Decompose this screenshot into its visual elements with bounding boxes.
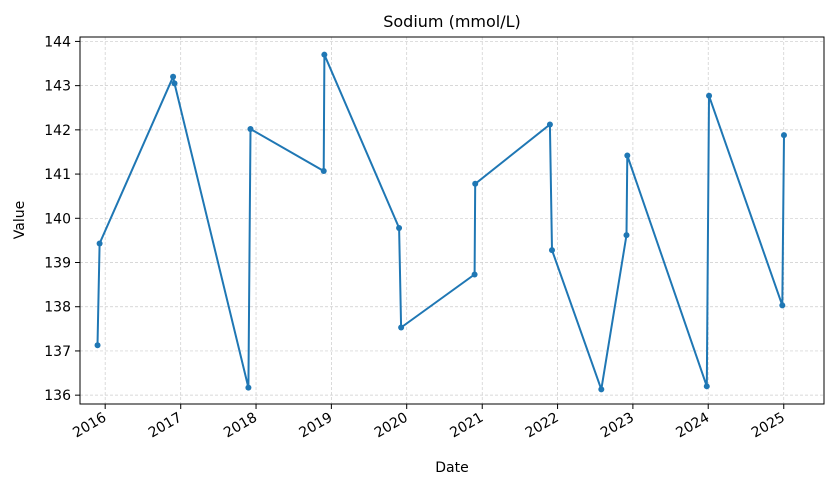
data-point <box>321 51 328 58</box>
data-point <box>170 73 177 80</box>
x-tick-label: 2016 <box>70 410 109 442</box>
y-tick-label: 138 <box>44 300 71 316</box>
chart-title: Sodium (mmol/L) <box>383 12 521 31</box>
data-point <box>247 125 254 132</box>
y-tick-label: 144 <box>44 34 71 50</box>
data-point <box>245 384 252 391</box>
x-tick-label: 2023 <box>598 410 637 442</box>
series <box>94 51 787 393</box>
y-axis-label: Value <box>12 201 28 239</box>
y-tick-label: 141 <box>44 167 71 183</box>
y-tick-label: 142 <box>44 123 71 139</box>
y-tick-label: 139 <box>44 256 71 272</box>
x-tick-label: 2025 <box>749 410 788 442</box>
x-tick-label: 2024 <box>673 410 712 442</box>
data-point <box>548 247 555 254</box>
data-point <box>171 80 178 87</box>
data-point <box>779 302 786 309</box>
series-line <box>96 54 785 390</box>
y-axis: 136 137 138 139 140 141 142 143 144 <box>44 34 80 404</box>
x-tick-label: 2017 <box>146 410 185 442</box>
x-tick-label: 2018 <box>221 410 260 442</box>
grid <box>80 37 824 404</box>
data-point <box>94 342 101 349</box>
data-point <box>471 271 478 278</box>
data-point <box>472 180 479 187</box>
x-tick-label: 2021 <box>447 410 486 442</box>
x-tick-label: 2022 <box>523 410 562 442</box>
data-point <box>96 240 103 247</box>
data-point <box>398 324 405 331</box>
data-point <box>546 121 553 128</box>
x-axis-label: Date <box>435 460 468 476</box>
data-point <box>703 383 710 390</box>
data-point <box>320 167 327 174</box>
x-tick-label: 2019 <box>297 410 336 442</box>
y-tick-label: 136 <box>44 388 71 404</box>
data-point <box>396 225 403 232</box>
y-tick-label: 143 <box>44 79 71 95</box>
data-point <box>624 152 631 159</box>
plot-frame <box>79 36 825 405</box>
x-axis: 2016 2017 2018 2019 2020 2021 2022 2023 2024 2025 <box>70 404 788 442</box>
y-tick-label: 137 <box>44 344 71 360</box>
data-point <box>780 132 787 139</box>
y-tick-label: 140 <box>44 211 71 227</box>
data-point <box>623 232 630 239</box>
data-point <box>598 386 605 393</box>
x-tick-label: 2020 <box>372 410 411 442</box>
data-point <box>706 92 713 99</box>
